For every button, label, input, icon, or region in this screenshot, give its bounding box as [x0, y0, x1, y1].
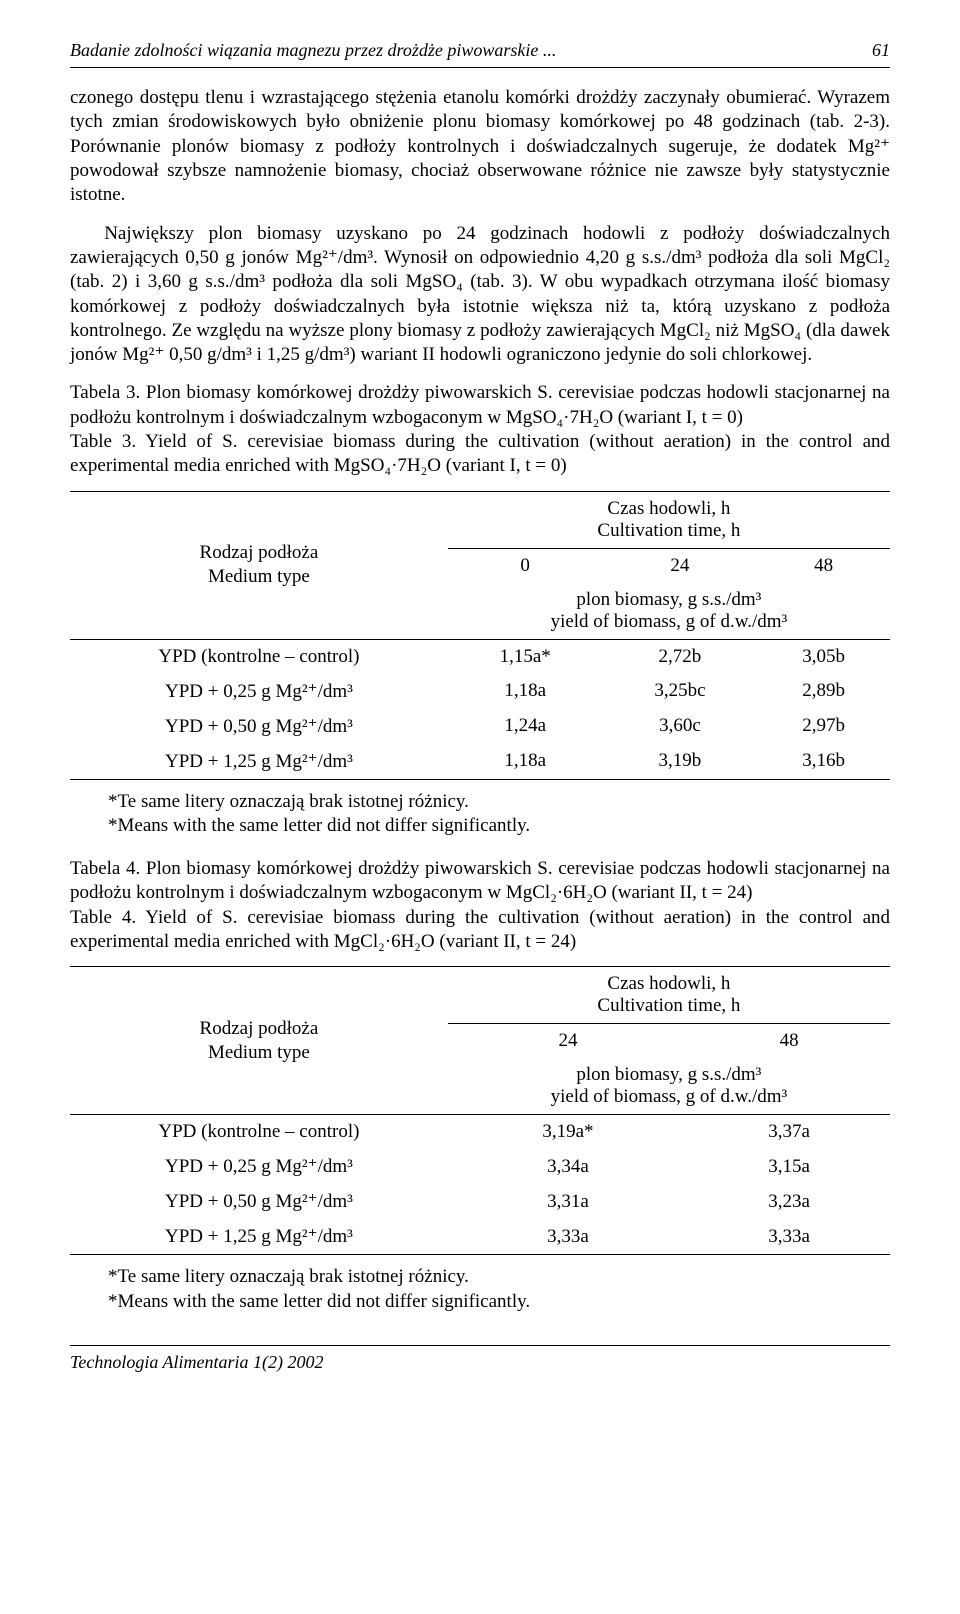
table4-time-en: Cultivation time, h	[597, 995, 740, 1016]
table3-subheader-pl: plon biomasy, g s.s./dm³	[576, 589, 761, 610]
running-head: Badanie zdolności wiązania magnezu przez…	[70, 40, 890, 61]
row-label: YPD + 0,25 g Mg²⁺/dm³	[70, 674, 448, 709]
table3-stub-pl: Rodzaj podłoża	[200, 542, 319, 563]
footer-rule	[70, 1345, 890, 1346]
table3-caption: Tabela 3. Plon biomasy komórkowej drożdż…	[70, 381, 890, 478]
table-row: YPD + 1,25 g Mg²⁺/dm³ 1,18a 3,19b 3,16b	[70, 744, 890, 780]
row-label: YPD + 0,25 g Mg²⁺/dm³	[70, 1149, 448, 1184]
table-row: YPD + 0,25 g Mg²⁺/dm³ 3,34a 3,15a	[70, 1149, 890, 1184]
table4-footnote: *Te same litery oznaczają brak istotnej …	[108, 1265, 890, 1314]
cell: 2,97b	[757, 709, 890, 744]
page: Badanie zdolności wiązania magnezu przez…	[0, 0, 960, 1403]
table4-caption: Tabela 4. Plon biomasy komórkowej drożdż…	[70, 857, 890, 954]
cell: 3,19b	[603, 744, 758, 780]
table3-stub-header: Rodzaj podłoża Medium type	[70, 491, 448, 639]
table4-stub-header: Rodzaj podłoża Medium type	[70, 967, 448, 1115]
table-row: YPD + 0,50 g Mg²⁺/dm³ 3,31a 3,23a	[70, 1184, 890, 1219]
cell: 3,16b	[757, 744, 890, 780]
table3-col-0: 0	[448, 548, 603, 583]
table4-time-pl: Czas hodowli, h	[607, 973, 730, 994]
table3-time-header: Czas hodowli, h Cultivation time, h	[448, 491, 890, 548]
table4-col-1: 48	[688, 1024, 890, 1059]
table4-stub-en: Medium type	[208, 1042, 310, 1063]
table4-footnote-en: *Means with the same letter did not diff…	[108, 1291, 530, 1312]
cell: 3,23a	[688, 1184, 890, 1219]
cell: 3,37a	[688, 1115, 890, 1150]
table4-footnote-pl: *Te same litery oznaczają brak istotnej …	[108, 1266, 469, 1287]
table4-caption-pl: Tabela 4. Plon biomasy komórkowej drożdż…	[70, 858, 890, 903]
table-row: YPD + 0,50 g Mg²⁺/dm³ 1,24a 3,60c 2,97b	[70, 709, 890, 744]
table3-footnote-en: *Means with the same letter did not diff…	[108, 815, 530, 836]
table3-footnote-pl: *Te same litery oznaczają brak istotnej …	[108, 791, 469, 812]
cell: 3,15a	[688, 1149, 890, 1184]
row-label: YPD (kontrolne – control)	[70, 1115, 448, 1150]
paragraph-2: Największy plon biomasy uzyskano po 24 g…	[70, 222, 890, 368]
page-number: 61	[872, 40, 890, 61]
table4-caption-en: Table 4. Yield of S. cerevisiae biomass …	[70, 907, 890, 952]
table3-stub-en: Medium type	[208, 566, 310, 587]
row-label: YPD + 0,50 g Mg²⁺/dm³	[70, 1184, 448, 1219]
running-head-title: Badanie zdolności wiązania magnezu przez…	[70, 40, 556, 61]
table4-subheader-en: yield of biomass, g of d.w./dm³	[551, 1086, 788, 1107]
footer-text: Technologia Alimentaria 1(2) 2002	[70, 1352, 890, 1373]
cell: 3,34a	[448, 1149, 688, 1184]
cell: 3,19a*	[448, 1115, 688, 1150]
cell: 1,18a	[448, 744, 603, 780]
cell: 1,18a	[448, 674, 603, 709]
cell: 3,60c	[603, 709, 758, 744]
row-label: YPD + 0,50 g Mg²⁺/dm³	[70, 709, 448, 744]
table-row: YPD + 1,25 g Mg²⁺/dm³ 3,33a 3,33a	[70, 1219, 890, 1255]
cell: 3,25bc	[603, 674, 758, 709]
cell: 2,89b	[757, 674, 890, 709]
table3-subheader-en: yield of biomass, g of d.w./dm³	[551, 611, 788, 632]
row-label: YPD + 1,25 g Mg²⁺/dm³	[70, 1219, 448, 1255]
table-row: YPD (kontrolne – control) 1,15a* 2,72b 3…	[70, 639, 890, 674]
cell: 1,24a	[448, 709, 603, 744]
table3-subheader: plon biomasy, g s.s./dm³ yield of biomas…	[448, 583, 890, 640]
cell: 3,33a	[688, 1219, 890, 1255]
table3-col-1: 24	[603, 548, 758, 583]
table4-subheader: plon biomasy, g s.s./dm³ yield of biomas…	[448, 1058, 890, 1115]
table4-stub-pl: Rodzaj podłoża	[200, 1018, 319, 1039]
cell: 3,31a	[448, 1184, 688, 1219]
table3-caption-pl: Tabela 3. Plon biomasy komórkowej drożdż…	[70, 382, 890, 427]
table4-subheader-pl: plon biomasy, g s.s./dm³	[576, 1064, 761, 1085]
table4: Rodzaj podłoża Medium type Czas hodowli,…	[70, 966, 890, 1255]
table4-col-0: 24	[448, 1024, 688, 1059]
table3-footnote: *Te same litery oznaczają brak istotnej …	[108, 790, 890, 839]
table3-time-pl: Czas hodowli, h	[607, 498, 730, 519]
table-row: YPD (kontrolne – control) 3,19a* 3,37a	[70, 1115, 890, 1150]
cell: 3,33a	[448, 1219, 688, 1255]
row-label: YPD + 1,25 g Mg²⁺/dm³	[70, 744, 448, 780]
cell: 3,05b	[757, 639, 890, 674]
table3-col-2: 48	[757, 548, 890, 583]
cell: 2,72b	[603, 639, 758, 674]
row-label: YPD (kontrolne – control)	[70, 639, 448, 674]
paragraph-1: czonego dostępu tlenu i wzrastającego st…	[70, 86, 890, 208]
table4-time-header: Czas hodowli, h Cultivation time, h	[448, 967, 890, 1024]
table3: Rodzaj podłoża Medium type Czas hodowli,…	[70, 491, 890, 780]
table3-caption-en: Table 3. Yield of S. cerevisiae biomass …	[70, 431, 890, 476]
top-rule	[70, 67, 890, 68]
table3-time-en: Cultivation time, h	[597, 520, 740, 541]
table-row: YPD + 0,25 g Mg²⁺/dm³ 1,18a 3,25bc 2,89b	[70, 674, 890, 709]
cell: 1,15a*	[448, 639, 603, 674]
